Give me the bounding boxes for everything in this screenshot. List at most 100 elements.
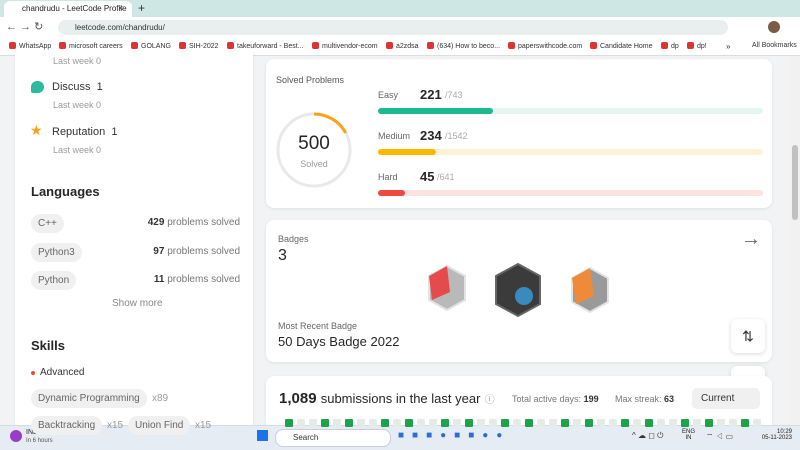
label: Reputation	[52, 126, 106, 138]
bookmark[interactable]: WhatsApp	[9, 42, 51, 50]
heat-cell	[585, 419, 593, 427]
time: 10:29	[776, 429, 792, 435]
heat-cell	[513, 419, 521, 427]
bookmark[interactable]: paperswithcode.com	[508, 42, 582, 50]
skill-count: x15	[195, 420, 212, 431]
heat-cell	[333, 419, 341, 427]
heat-cell	[645, 419, 653, 427]
bookmark[interactable]: takeuforward - Best...	[227, 42, 304, 50]
dropdown-label: Current	[701, 393, 735, 404]
value: 0	[96, 145, 102, 155]
language-count: 97 problems solved	[153, 246, 240, 257]
search-label: Search	[293, 433, 319, 442]
scrollbar[interactable]	[790, 56, 800, 425]
reputation-icon: ★	[30, 122, 43, 138]
tab-close[interactable]: ×	[118, 3, 124, 13]
heat-cell	[345, 419, 353, 427]
bookmark[interactable]: SIH-2022	[179, 42, 219, 50]
url: leetcode.com/chandrudu/	[75, 23, 165, 32]
heat-cell	[597, 419, 605, 427]
bookmark[interactable]: microsoft careers	[59, 42, 123, 50]
heat-cell	[477, 419, 485, 427]
heat-cell	[489, 419, 497, 427]
heat-cell	[525, 419, 533, 427]
heat-cell	[573, 419, 581, 427]
difficulty-label: Easy	[378, 90, 399, 100]
difficulty-solved: 221	[420, 87, 442, 102]
heat-cell	[681, 419, 689, 427]
clock[interactable]: 10:29 05-11-2023	[754, 429, 792, 441]
language-tag: Python	[31, 271, 77, 290]
new-tab[interactable]: +	[138, 1, 146, 15]
label: Max streak:	[615, 394, 662, 404]
count: 11	[153, 274, 165, 285]
start-button[interactable]	[257, 430, 268, 441]
heat-cell	[285, 419, 293, 427]
suffix: problems solved	[167, 217, 240, 228]
heat-cell	[405, 419, 413, 427]
solved-ring	[276, 112, 352, 188]
difficulty-total: /1542	[445, 131, 468, 141]
label: Last week	[53, 56, 94, 66]
heat-cell	[417, 419, 425, 427]
value: 199	[583, 394, 599, 404]
suffix: problems solved	[167, 245, 240, 257]
bookmark[interactable]: (634) How to beco...	[427, 42, 500, 50]
show-more[interactable]: Show more	[112, 298, 163, 309]
weather-sub: In 6 hours	[26, 438, 53, 444]
avatar[interactable]	[768, 21, 780, 33]
skill-tag: Union Find	[128, 416, 191, 435]
switch-button[interactable]: ⇅	[731, 319, 765, 353]
solved-total: 500	[298, 133, 330, 154]
badge-band	[429, 266, 450, 300]
badges-arrow[interactable]: →	[741, 228, 761, 250]
submissions: 1,089 submissions in the last year ⓘ	[279, 390, 495, 407]
suffix: problems solved	[167, 274, 240, 285]
all-bookmarks[interactable]: All Bookmarks	[752, 42, 797, 49]
progress-track	[378, 149, 763, 155]
lang: ENG	[682, 429, 696, 435]
progress-track	[378, 108, 763, 114]
max-streak: Max streak: 63	[615, 394, 674, 404]
bookmark[interactable]: a2zdsa	[386, 42, 419, 50]
heat-cell	[297, 419, 305, 427]
heat-cell	[465, 419, 473, 427]
address-bar[interactable]	[58, 20, 728, 35]
language[interactable]: ENG IN	[682, 429, 695, 441]
progress-bar	[378, 149, 437, 155]
search-box[interactable]	[275, 429, 391, 447]
tab-title: chandrudu - LeetCode Profile	[22, 4, 127, 13]
submission-text: submissions in the last year	[320, 391, 481, 406]
scroll-thumb[interactable]	[792, 145, 798, 220]
progress-track	[378, 190, 763, 196]
heat-cell	[393, 419, 401, 427]
last-week: Last week 0	[53, 56, 101, 66]
recent-badge-label: Most Recent Badge	[278, 321, 358, 331]
tray-status[interactable]: ⌔ ◁ ▭	[706, 432, 734, 441]
bookmark[interactable]: multivendor-ecom	[312, 42, 378, 50]
heat-cell	[705, 419, 713, 427]
skill-level: Advanced	[40, 367, 85, 378]
badge-band	[572, 268, 594, 304]
bookmark[interactable]: Candidate Home	[590, 42, 653, 50]
bookmark[interactable]: dp!	[687, 42, 707, 50]
skill-count: x15	[107, 420, 124, 431]
difficulty-solved: 45	[420, 169, 435, 184]
solved-card	[266, 59, 772, 208]
progress-bar	[378, 108, 493, 114]
bookmark[interactable]: dp	[661, 42, 679, 50]
bookmarks-more[interactable]: »	[726, 42, 731, 51]
bookmark[interactable]: GOLANG	[131, 42, 171, 50]
heat-cell	[549, 419, 557, 427]
tab[interactable]	[4, 1, 132, 17]
nav-buttons[interactable]: ← → ↻	[6, 21, 44, 33]
badge-orb	[515, 287, 533, 305]
pinned-apps[interactable]: ■■■●■■●●	[398, 430, 511, 441]
recent-badge: 50 Days Badge 2022	[278, 334, 400, 349]
year-dropdown[interactable]	[692, 388, 760, 409]
heat-cell	[429, 419, 437, 427]
heat-cell	[741, 419, 749, 427]
heat-cell	[717, 419, 725, 427]
tray-icons[interactable]: ^ ☁ ◻ ⏻	[632, 431, 664, 440]
